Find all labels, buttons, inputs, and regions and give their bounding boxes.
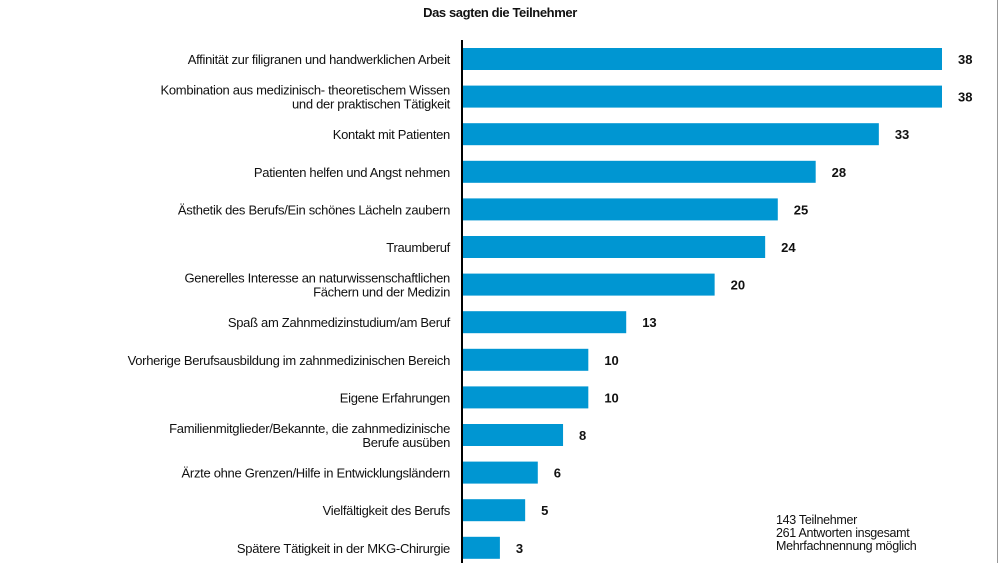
category-label: Spätere Tätigkeit in der MKG-Chirurgie xyxy=(237,541,450,556)
note-multiple: Mehrfachnennung möglich xyxy=(776,539,917,553)
bar xyxy=(462,85,942,108)
data-label: 28 xyxy=(832,165,846,180)
category-label: Ästhetik des Berufs/Ein schönes Lächeln … xyxy=(178,202,450,217)
category-label: Generelles Interesse an naturwissenschaf… xyxy=(184,271,450,286)
data-label: 6 xyxy=(554,466,561,481)
bar xyxy=(462,48,942,70)
bar xyxy=(462,273,715,296)
category-label: Spaß am Zahnmedizinstudium/am Beruf xyxy=(228,315,451,330)
data-label: 25 xyxy=(794,202,808,217)
chart-subtitle: Das sagten die Teilnehmer xyxy=(423,5,577,20)
bar xyxy=(462,424,564,446)
note-answers: 261 Antworten insgesamt xyxy=(776,526,910,540)
data-label: 5 xyxy=(541,503,548,518)
bar xyxy=(462,311,627,334)
category-label: und der praktischen Tätigkeit xyxy=(292,97,451,112)
data-label: 24 xyxy=(781,240,796,255)
category-label: Fächern und der Medizin xyxy=(313,285,450,300)
bar xyxy=(462,536,500,559)
note-participants: 143 Teilnehmer xyxy=(776,513,858,527)
data-label: 33 xyxy=(895,127,909,142)
bar xyxy=(462,198,778,221)
data-label: 10 xyxy=(604,390,618,405)
category-label: Eigene Erfahrungen xyxy=(340,390,450,405)
category-label: Traumberuf xyxy=(386,240,450,255)
data-label: 8 xyxy=(579,428,586,443)
bar xyxy=(462,348,589,371)
data-label: 38 xyxy=(958,90,972,105)
bar xyxy=(462,499,526,522)
data-label: 38 xyxy=(958,52,972,67)
data-label: 20 xyxy=(731,278,745,293)
bar xyxy=(462,461,538,484)
category-label: Patienten helfen und Angst nehmen xyxy=(254,165,450,180)
category-label: Kontakt mit Patienten xyxy=(333,127,450,142)
data-label: 3 xyxy=(516,541,523,556)
category-label: Kombination aus medizinisch- theoretisch… xyxy=(161,83,451,98)
bar xyxy=(462,236,766,258)
category-label: Vorherige Berufsausbildung im zahnmedizi… xyxy=(128,353,450,368)
bar xyxy=(462,386,589,409)
frame-border xyxy=(997,0,998,563)
data-label: 13 xyxy=(642,315,656,330)
category-label: Affinität zur filigranen und handwerklic… xyxy=(188,52,451,67)
category-label: Ärzte ohne Grenzen/Hilfe in Entwicklungs… xyxy=(182,466,451,481)
category-label: Familienmitglieder/Bekannte, die zahnmed… xyxy=(169,421,450,436)
bar xyxy=(462,123,879,146)
chart-notes: 143 Teilnehmer 261 Antworten insgesamt M… xyxy=(776,513,917,553)
bar xyxy=(462,160,816,183)
data-label: 10 xyxy=(604,353,618,368)
category-label: Vielfältigkeit des Berufs xyxy=(323,503,451,518)
category-label: Berufe ausüben xyxy=(362,435,450,450)
